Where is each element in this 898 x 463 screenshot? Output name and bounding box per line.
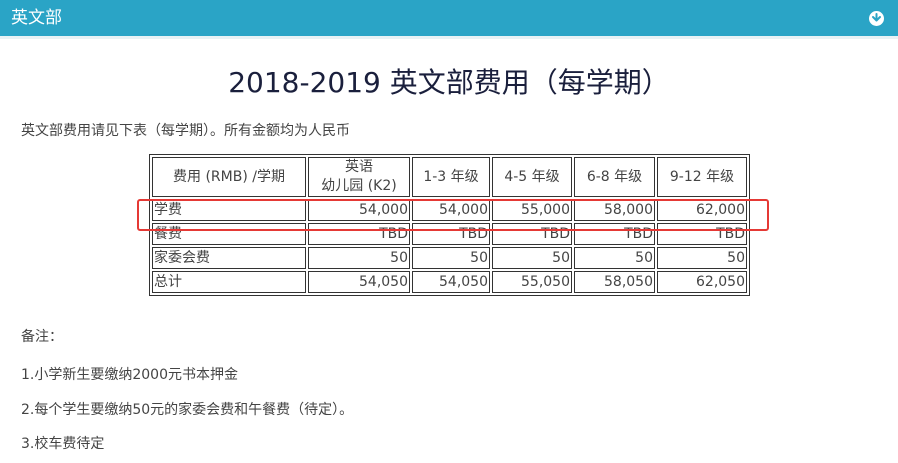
table-cell: 54,050 [412,271,490,293]
header-cell: 1-3 年级 [412,157,490,197]
header-cell: 费用 (RMB) /学期 [152,157,306,197]
notes-heading: 备注： [21,329,63,345]
section-title: 英文部 [11,8,62,28]
table-row-pta-fee: 家委会费 50 50 50 50 50 [152,247,747,269]
table-cell: 50 [657,247,747,269]
table-row-tuition: 学费 54,000 54,000 55,000 58,000 62,000 [152,199,747,221]
header-cell: 9-12 年级 [657,157,747,197]
table-header-row: 费用 (RMB) /学期 英语幼儿园 (K2) 1-3 年级 4-5 年级 6-… [152,157,747,197]
circle-chevron-down-icon[interactable] [869,11,884,26]
table-cell: 58,050 [574,271,655,293]
table-cell: 54,050 [308,271,410,293]
header-line: 英语 [345,159,373,175]
table-cell: 55,050 [492,271,572,293]
table-cell: 50 [574,247,655,269]
tuition-row-highlight-box [137,199,769,231]
section-header: 英文部 [0,0,898,39]
fee-table: 费用 (RMB) /学期 英语幼儿园 (K2) 1-3 年级 4-5 年级 6-… [149,154,750,296]
header-cell: 4-5 年级 [492,157,572,197]
table-cell: 50 [492,247,572,269]
page-title: 2018-2019 英文部费用（每学期） [228,66,670,99]
header-line: 幼儿园 (K2) [321,178,397,194]
table-cell: 62,050 [657,271,747,293]
header-cell: 6-8 年级 [574,157,655,197]
note-item: 2.每个学生要缴纳50元的家委会费和午餐费（待定）。 [21,402,354,418]
table-cell: 50 [308,247,410,269]
header-cell: 英语幼儿园 (K2) [308,157,410,197]
table-cell: 50 [412,247,490,269]
intro-text: 英文部费用请见下表（每学期）。所有金额均为人民币 [21,123,350,139]
note-item: 1.小学新生要缴纳2000元书本押金 [21,367,238,383]
row-label: 家委会费 [152,247,306,269]
note-item: 3.校车费待定 [21,436,105,452]
table-row-total: 总计 54,050 54,050 55,050 58,050 62,050 [152,271,747,293]
row-label: 总计 [152,271,306,293]
